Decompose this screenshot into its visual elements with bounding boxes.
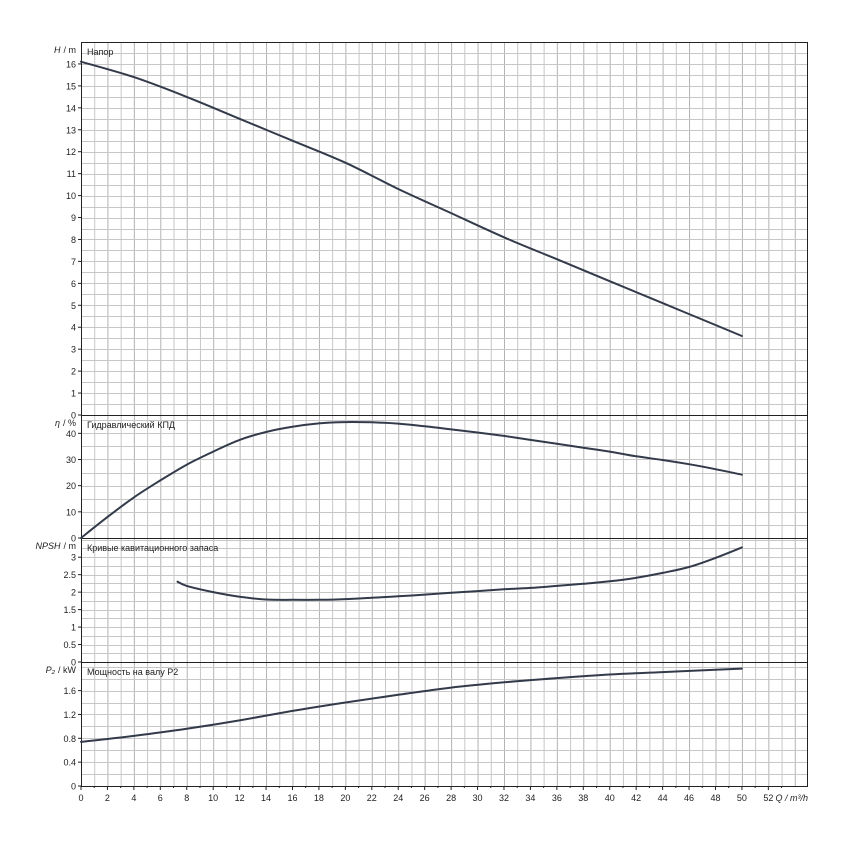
x-tick-label: 42 (631, 793, 641, 803)
y-axis-title: H / m (54, 45, 76, 55)
y-tick-label: 6 (71, 279, 76, 289)
panel-title: Мощность на валу P2 (87, 667, 178, 677)
y-tick-label: 2.5 (63, 570, 76, 580)
y-tick-label: 16 (66, 59, 76, 69)
x-tick-label: 6 (158, 793, 163, 803)
y-tick-label: 1.5 (63, 605, 76, 615)
x-tick-label: 34 (525, 793, 535, 803)
y-tick-label: 0.8 (63, 734, 76, 744)
y-axis-title-unit: / m (64, 45, 77, 55)
y-tick-label: 13 (66, 125, 76, 135)
y-axis-title-symbol: NPSH (35, 541, 61, 551)
x-tick-label: 26 (420, 793, 430, 803)
y-axis-title-unit: / % (63, 418, 76, 428)
panel-title: Гидравлический КПД (87, 420, 175, 430)
x-tick-label: 38 (578, 793, 588, 803)
curve-line (80, 421, 743, 539)
x-tick-label: 14 (261, 793, 271, 803)
y-tick-label: 11 (67, 169, 76, 179)
y-axis-title-symbol: P₂ (46, 665, 56, 675)
x-tick-label: 12 (235, 793, 245, 803)
x-tick-label: 48 (710, 793, 720, 803)
x-tick-label: 18 (314, 793, 324, 803)
panel-title: Кривые кавитационного запаса (87, 543, 218, 553)
x-tick-label: 16 (287, 793, 297, 803)
y-tick-label: 0.4 (63, 758, 76, 768)
y-tick-label: 5 (71, 301, 76, 311)
grid-layer (81, 42, 808, 786)
y-tick-label: 7 (71, 257, 76, 267)
x-tick-label: 52 (763, 793, 773, 803)
x-tick-label: 44 (658, 793, 668, 803)
curve-line (176, 546, 743, 601)
x-tick-label: 0 (78, 793, 83, 803)
x-tick-label: 10 (208, 793, 218, 803)
y-tick-label: 0 (71, 658, 76, 668)
x-tick-label: 4 (131, 793, 136, 803)
x-tick-label: 30 (473, 793, 483, 803)
y-axis-title-symbol: η (55, 418, 60, 428)
y-tick-label: 10 (66, 507, 76, 517)
panel-title: Напор (87, 47, 113, 57)
curve-line (80, 667, 743, 743)
y-tick-label: 2 (71, 367, 76, 377)
y-tick-label: 15 (66, 81, 76, 91)
x-tick-label: 28 (446, 793, 456, 803)
curve-line (80, 60, 743, 337)
y-axis-title-unit: / kW (58, 665, 77, 675)
y-tick-label: 4 (71, 323, 76, 333)
x-tick-label: 2 (105, 793, 110, 803)
y-tick-label: 8 (71, 235, 76, 245)
y-tick-label: 0 (71, 782, 76, 792)
x-tick-label: 20 (340, 793, 350, 803)
y-axis-title: NPSH / m (35, 541, 76, 551)
y-tick-label: 20 (66, 481, 76, 491)
x-axis-title: Q / m³/h (775, 793, 808, 803)
y-tick-label: 0.5 (63, 640, 76, 650)
x-tick-label: 50 (737, 793, 747, 803)
y-axis-title-symbol: H (54, 45, 61, 55)
y-tick-label: 3 (71, 553, 76, 563)
y-axis-title: P₂ / kW (46, 665, 77, 675)
x-tick-label: 40 (605, 793, 615, 803)
x-tick-label: 8 (184, 793, 189, 803)
x-tick-label: 22 (367, 793, 377, 803)
y-tick-label: 1 (71, 623, 76, 633)
x-tick-label: 36 (552, 793, 562, 803)
y-tick-label: 14 (66, 103, 76, 113)
x-tick-label: 32 (499, 793, 509, 803)
y-tick-label: 0 (71, 411, 76, 421)
y-tick-label: 3 (71, 345, 76, 355)
curve-layer (80, 60, 743, 743)
y-tick-label: 1.2 (63, 710, 76, 720)
x-tick-label: 46 (684, 793, 694, 803)
y-tick-label: 2 (71, 588, 76, 598)
plot-frame (81, 42, 808, 787)
y-tick-label: 10 (66, 191, 76, 201)
y-tick-label: 30 (66, 455, 76, 465)
y-tick-label: 40 (66, 429, 76, 439)
y-axis-title: η / % (55, 418, 76, 428)
x-tick-label: 24 (393, 793, 403, 803)
y-axis-title-unit: / m (64, 541, 77, 551)
y-tick-label: 1 (71, 389, 76, 399)
y-tick-label: 12 (66, 147, 76, 157)
y-tick-label: 9 (71, 213, 76, 223)
y-tick-label: 0 (71, 534, 76, 544)
y-tick-label: 1.6 (63, 686, 76, 696)
